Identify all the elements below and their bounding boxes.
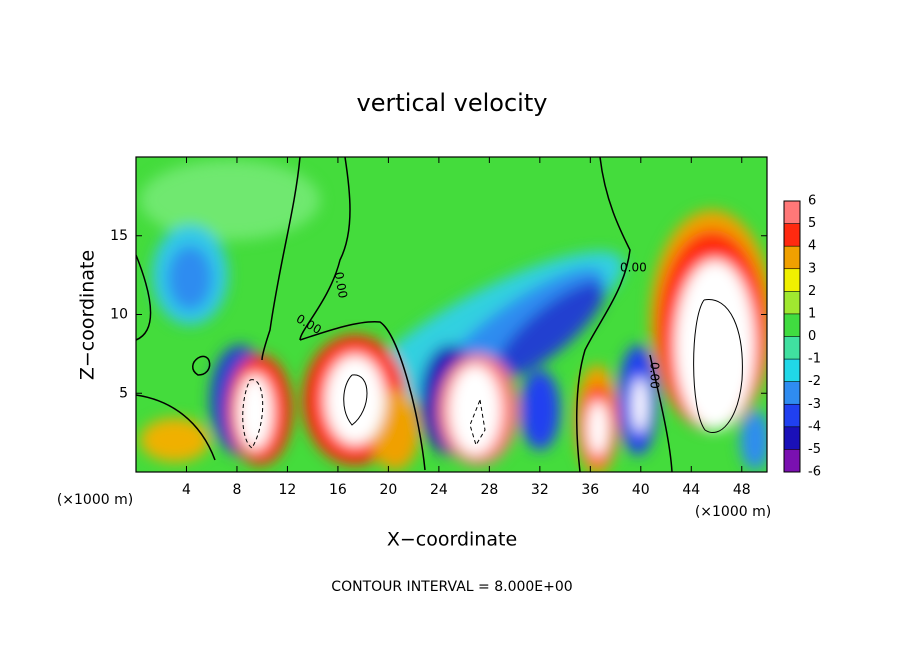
footer-note: CONTOUR INTERVAL = 8.000E+00 [331,579,572,595]
colorbar-segment [784,246,800,269]
y-axis-title: Z−coordinate [77,250,99,380]
colorbar-tick-label: -3 [808,397,821,412]
colorbar-tick-label: 5 [808,216,816,231]
colorbar-segment [784,336,800,360]
colorbar-tick-label: -6 [808,465,821,480]
colorbar-tick-label: 1 [808,306,816,321]
x-tick-label: 4 [182,482,191,498]
x-unit: (×1000 m) [695,504,771,520]
colorbar-segment [784,359,800,382]
colorbar-segment [784,426,800,450]
colorbar-segment [784,268,800,292]
x-tick-label: 24 [430,482,448,498]
x-tick-label: 48 [733,482,751,498]
colorbar-tick-label: 6 [808,194,816,209]
y-tick-label: 10 [110,307,128,323]
colorbar-tick-label: 2 [808,284,816,299]
contour-label: 0.00 [648,362,662,389]
y-tick-label: 15 [110,228,128,244]
x-tick-label: 28 [480,482,498,498]
colorbar-tick-label: 3 [808,261,816,276]
contour-label: 0.00 [620,261,647,275]
colorbar-tick-label: -2 [808,374,821,389]
x-tick-label: 36 [581,482,599,498]
x-tick-label: 16 [329,482,347,498]
colorbar-segment [784,291,800,314]
colorbar-tick-label: -1 [808,352,821,367]
colorbar-segment [784,201,800,224]
x-tick-label: 12 [279,482,297,498]
colorbar-segment [784,404,800,427]
colorbar-tick-label: -4 [808,419,821,434]
y-tick-label: 5 [119,385,128,401]
x-tick-label: 20 [379,482,397,498]
chart-title: vertical velocity [357,89,548,117]
colorbar-segment [784,223,800,247]
contour-field [136,157,767,472]
colorbar-tick-label: 0 [808,329,816,344]
y-unit: (×1000 m) [57,492,133,508]
x-tick-label: 32 [531,482,549,498]
x-axis-title: X−coordinate [387,529,517,551]
colorbar-tick-label: 4 [808,239,816,254]
colorbar-segment [784,313,800,337]
colorbar-segment [784,449,800,472]
x-tick-label: 40 [632,482,650,498]
colorbar-tick-label: -5 [808,442,821,457]
colorbar-segment [784,381,800,405]
x-tick-label: 44 [682,482,700,498]
contour-label: 0.00 [332,271,350,300]
x-tick-label: 8 [232,482,241,498]
